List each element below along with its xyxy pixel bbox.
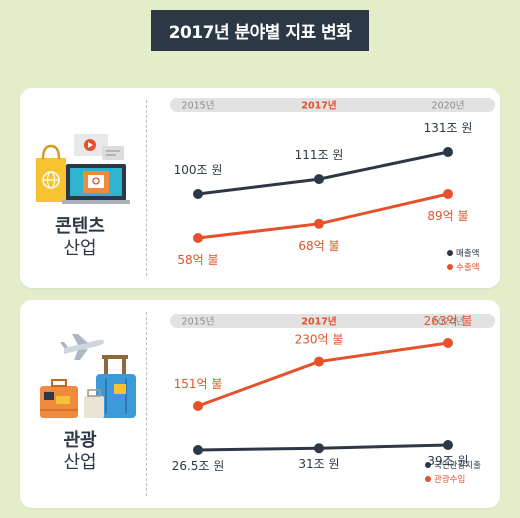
x-tick-label: 2020년 bbox=[432, 101, 465, 112]
data-label: 111조 원 bbox=[295, 148, 344, 162]
data-point bbox=[443, 440, 453, 450]
data-point bbox=[314, 443, 324, 454]
airplane-icon bbox=[60, 334, 104, 360]
tourism-illustration bbox=[40, 334, 136, 418]
laptop-icon bbox=[62, 164, 130, 204]
sector-sub-contents: 산업 bbox=[63, 237, 97, 259]
legend-label: 수출액 bbox=[456, 262, 479, 273]
sector-sub-tourism: 산업 bbox=[63, 451, 97, 473]
x-tick-label: 2017년 bbox=[301, 100, 336, 112]
data-label: 26.5조 원 bbox=[172, 459, 225, 473]
series-line bbox=[197, 341, 449, 408]
data-point bbox=[314, 356, 324, 367]
data-label: 230억 불 bbox=[295, 333, 344, 347]
legend-marker bbox=[447, 264, 453, 270]
data-label: 100조 원 bbox=[174, 163, 223, 177]
legend-marker bbox=[425, 462, 431, 468]
data-label: 58억 불 bbox=[177, 253, 218, 267]
x-tick-label: 2017년 bbox=[301, 316, 336, 328]
data-label: 89억 불 bbox=[427, 209, 468, 223]
tourism-industry-card: 관광 산업 2015년 2017년 2020년 26.5조 원 31조 원 39조 원 국민… bbox=[20, 300, 500, 508]
data-label: 151억 불 bbox=[174, 377, 223, 391]
shopping-bag-icon bbox=[36, 144, 66, 202]
sector-name-tourism: 관광 bbox=[63, 430, 97, 451]
legend-marker bbox=[447, 250, 453, 256]
contents-illustration bbox=[36, 134, 130, 204]
data-point bbox=[193, 233, 203, 243]
data-point bbox=[443, 147, 453, 157]
luggage-icon bbox=[84, 355, 136, 418]
sector-name-contents: 콘텐츠 bbox=[55, 216, 105, 237]
legend-label: 관광수입 bbox=[434, 474, 465, 485]
legend-marker bbox=[425, 476, 431, 482]
data-point bbox=[443, 338, 453, 348]
data-point bbox=[193, 401, 203, 411]
axis-bar bbox=[170, 314, 495, 328]
data-point bbox=[193, 445, 203, 455]
legend-label: 매출액 bbox=[456, 248, 479, 259]
data-label: 31조 원 bbox=[298, 457, 339, 471]
data-point bbox=[314, 218, 324, 229]
data-point bbox=[314, 174, 324, 185]
sector-label-contents: 콘텐츠 산업 bbox=[20, 216, 140, 259]
data-label: 39조 원 bbox=[427, 454, 468, 468]
data-point bbox=[443, 189, 453, 199]
card-divider bbox=[146, 312, 147, 496]
series-line bbox=[197, 192, 449, 240]
data-label: 263억 불 bbox=[424, 314, 473, 328]
x-tick-label: 2015년 bbox=[182, 317, 215, 328]
suitcase-icon bbox=[40, 379, 78, 418]
page-title: 2017년 분야별 지표 변화 bbox=[150, 10, 370, 51]
legend-label: 국민관광지출 bbox=[434, 460, 481, 471]
x-tick-label: 2020년 bbox=[432, 317, 465, 328]
sector-label-tourism: 관광 산업 bbox=[20, 430, 140, 473]
x-tick-label: 2015년 bbox=[182, 101, 215, 112]
data-label: 68억 불 bbox=[298, 239, 339, 253]
title-wrap: 2017년 분야별 지표 변화 bbox=[0, 10, 520, 51]
data-label: 131조 원 bbox=[424, 121, 473, 135]
video-bubble-icon bbox=[74, 134, 124, 160]
contents-industry-card: 콘텐츠 산업 2015년 2017년 2020년 100조 원 111조 원 131조 원… bbox=[20, 88, 500, 288]
card-divider bbox=[146, 100, 147, 276]
data-point bbox=[193, 189, 203, 199]
axis-bar bbox=[170, 98, 495, 112]
